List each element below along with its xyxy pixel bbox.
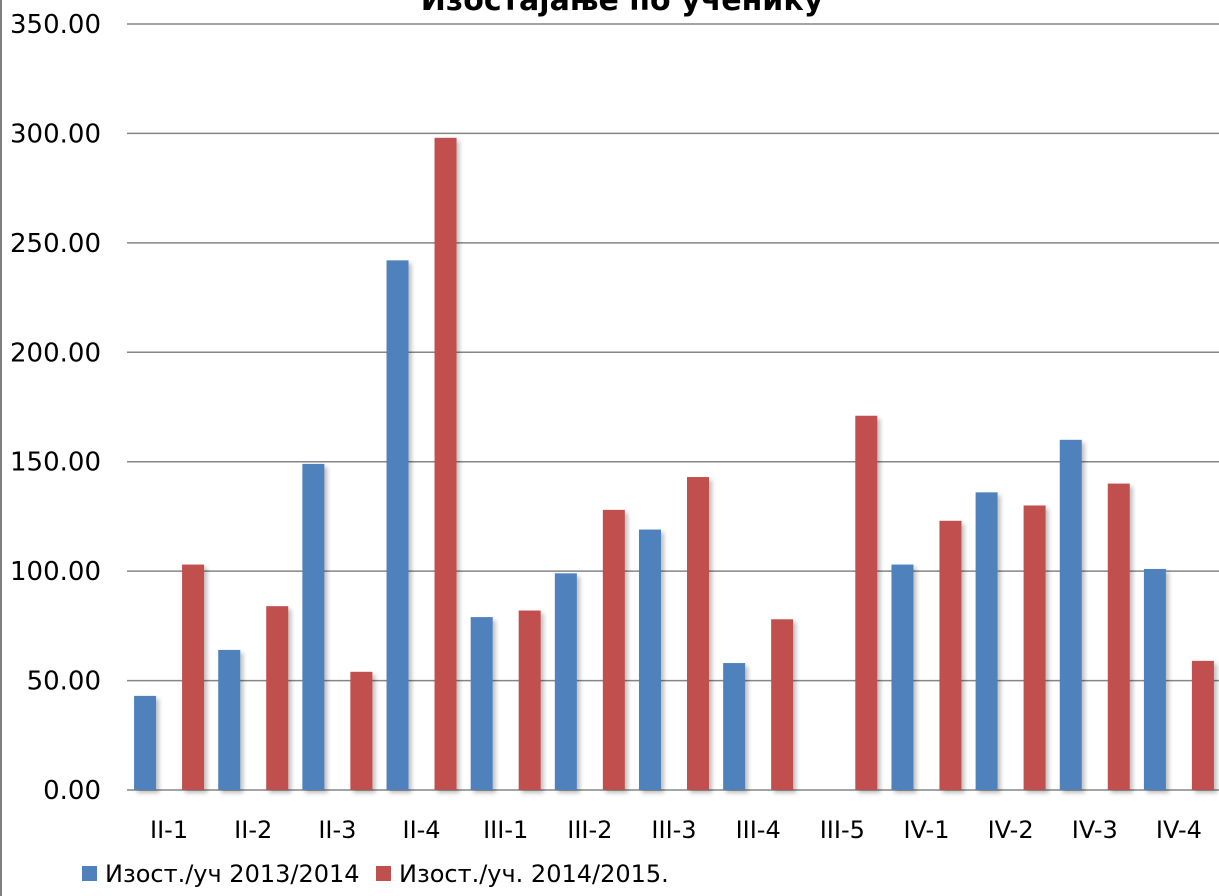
bar-series-2-IV-4 bbox=[1191, 660, 1214, 790]
y-tick-label: 250.00 bbox=[10, 229, 101, 259]
bar-series-1-IV-4 bbox=[1143, 568, 1166, 790]
x-tick-label: II-1 bbox=[150, 816, 188, 844]
bar-series-2-III-3 bbox=[687, 477, 709, 790]
bar-series-1-III-4 bbox=[723, 663, 746, 790]
x-tick-label: II-2 bbox=[234, 816, 272, 844]
bar-series-2-III-1 bbox=[518, 610, 541, 790]
bar-series-1-IV-2 bbox=[975, 492, 998, 790]
bar-series-2-II-1 bbox=[182, 564, 205, 790]
y-tick-label: 200.00 bbox=[10, 338, 101, 368]
bar-series-2-IV-1 bbox=[939, 520, 962, 790]
y-tick-label: 0.00 bbox=[43, 776, 101, 806]
bar-series-2-III-2 bbox=[602, 509, 625, 790]
bar-series-2-IV-3 bbox=[1107, 483, 1130, 790]
x-tick-label: IV-3 bbox=[1072, 816, 1118, 844]
x-tick-label: IV-4 bbox=[1156, 816, 1202, 844]
bar-series-1-II-2 bbox=[218, 649, 241, 790]
x-tick-label: II-4 bbox=[402, 816, 440, 844]
bar-series-1-III-1 bbox=[470, 617, 493, 790]
bar-series-2-II-2 bbox=[266, 606, 289, 790]
bar-series-1-III-2 bbox=[554, 573, 577, 790]
x-tick-label: III-4 bbox=[736, 816, 781, 844]
y-tick-label: 150.00 bbox=[10, 448, 101, 478]
legend-swatch-series-2 bbox=[376, 866, 391, 881]
y-tick-label: 50.00 bbox=[27, 667, 101, 697]
bar-series-1-II-4 bbox=[386, 260, 409, 790]
x-tick-label: III-1 bbox=[483, 816, 528, 844]
bar-series-2-III-4 bbox=[771, 619, 794, 790]
bar-series-1-IV-3 bbox=[1059, 439, 1082, 790]
x-tick-label: III-5 bbox=[820, 816, 865, 844]
bars bbox=[134, 137, 1214, 790]
x-axis-tick-labels: II-1 II-2 II-3 II-4 III-1 III-2 III-3 III-4 III-… bbox=[150, 816, 1202, 844]
x-tick-label: III-2 bbox=[567, 816, 612, 844]
legend-label-series-2: Изост./уч. 2014/2015. bbox=[399, 860, 669, 888]
x-tick-label: III-3 bbox=[651, 816, 696, 844]
bar-series-2-III-5 bbox=[855, 415, 878, 790]
legend-label-series-1: Изост./уч 2013/2014 bbox=[105, 860, 360, 888]
x-tick-label: II-3 bbox=[318, 816, 356, 844]
y-axis-tick-labels: 0.00 50.00 100.00 150.00 200.00 250.00 300.00 3… bbox=[10, 10, 101, 806]
bar-series-1-IV-1 bbox=[891, 564, 914, 790]
y-tick-label: 100.00 bbox=[10, 557, 101, 587]
legend: Изост./уч 2013/2014 Изост./уч. 2014/2015. bbox=[82, 860, 669, 888]
legend-swatch-series-1 bbox=[82, 866, 97, 881]
bar-series-2-IV-2 bbox=[1023, 505, 1046, 790]
x-tick-label: IV-2 bbox=[988, 816, 1034, 844]
y-tick-label: 350.00 bbox=[10, 10, 101, 40]
gridlines bbox=[127, 23, 1219, 791]
y-tick-label: 300.00 bbox=[10, 119, 101, 149]
bar-series-2-II-4 bbox=[434, 137, 457, 790]
x-tick-label: IV-1 bbox=[903, 816, 949, 844]
bar-series-1-II-1 bbox=[134, 695, 157, 790]
chart-title: Изостајање по ученику bbox=[421, 0, 824, 18]
bar-series-2-II-3 bbox=[350, 671, 373, 790]
bar-series-1-II-3 bbox=[302, 463, 325, 790]
bar-series-1-III-3 bbox=[639, 529, 661, 790]
